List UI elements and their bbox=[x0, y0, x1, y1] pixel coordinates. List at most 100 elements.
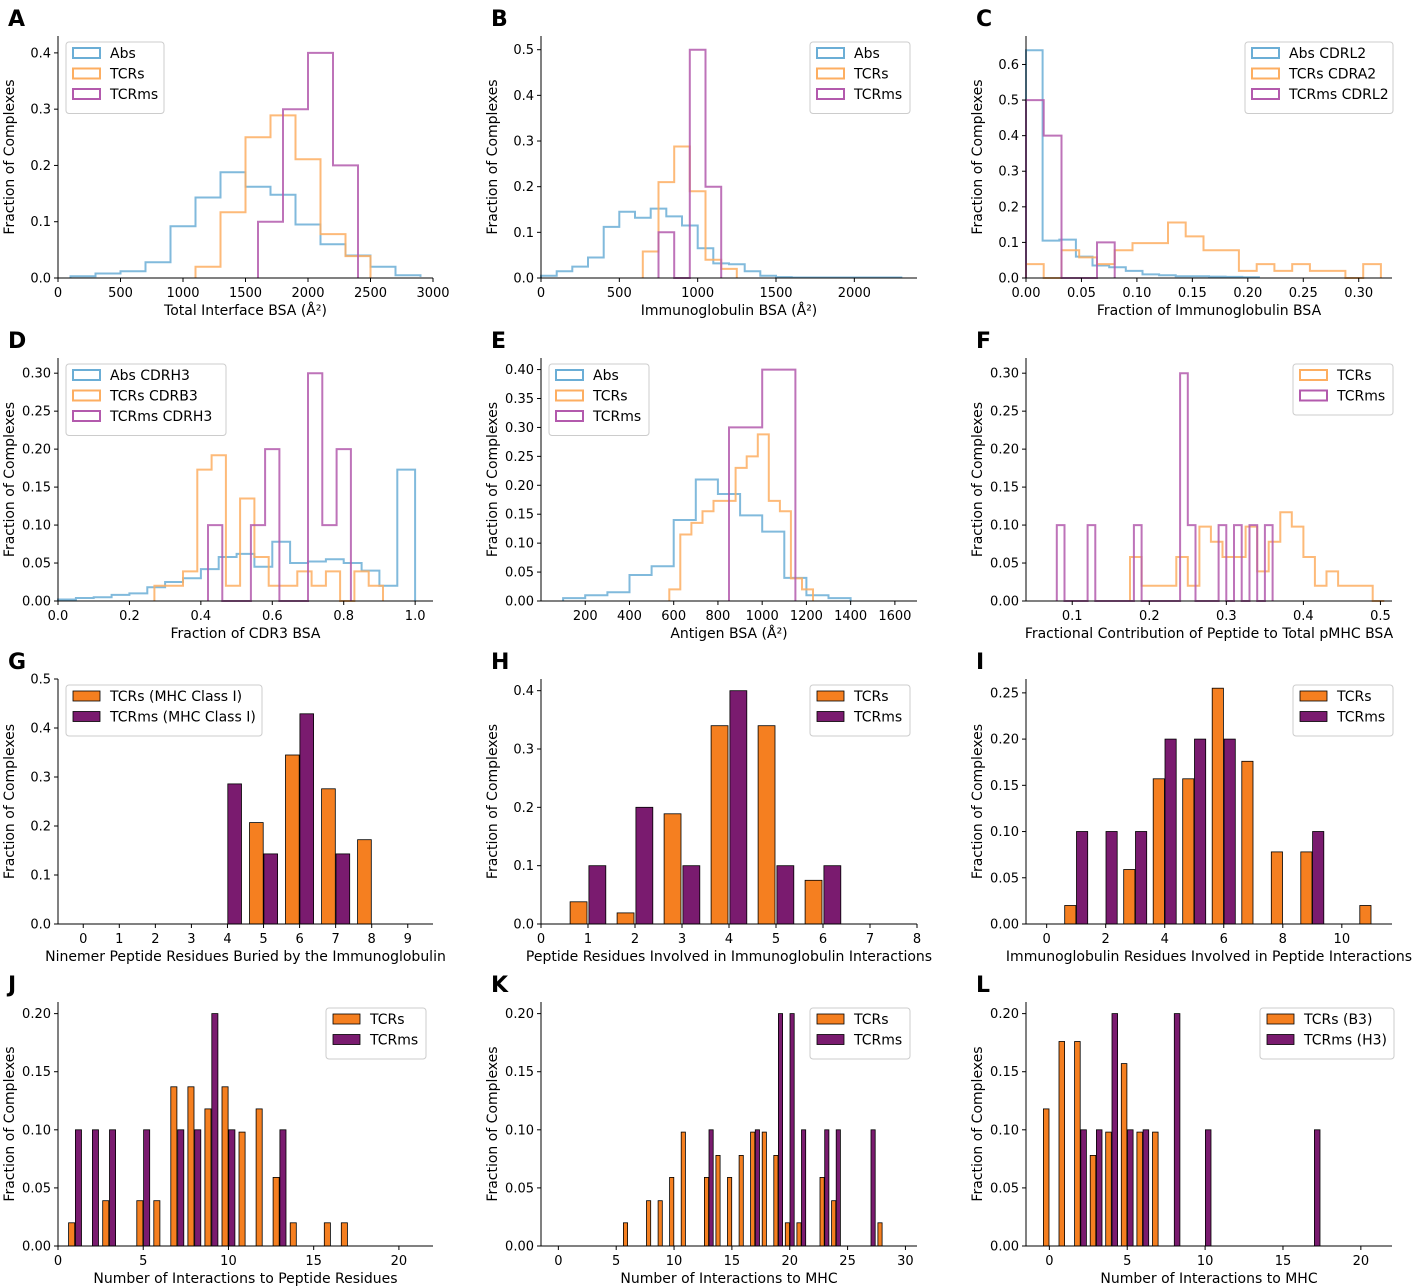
histogram-series-2 bbox=[257, 51, 359, 278]
y-tick-label: 0.25 bbox=[22, 405, 51, 420]
panel-j: J 0 5 10 15 20 0.00 0.05 0.10 0.15 0.20 Number of I… bbox=[2, 973, 433, 1286]
legend-label: TCRms CDRH3 bbox=[109, 409, 212, 425]
y-axis-label: Fraction of Complexes bbox=[2, 79, 18, 234]
legend-label: TCRs bbox=[369, 1012, 405, 1028]
x-tick-label: 10 bbox=[1197, 1254, 1214, 1269]
legend-label: TCRs bbox=[853, 689, 889, 705]
panel-letter: F bbox=[976, 329, 991, 354]
x-tick-label: 20 bbox=[1353, 1254, 1370, 1269]
y-tick-label: 0.3 bbox=[30, 771, 51, 786]
y-tick-label: 0.25 bbox=[505, 450, 534, 465]
bar bbox=[263, 853, 278, 925]
y-tick-label: 0.20 bbox=[22, 443, 51, 458]
bar bbox=[784, 1222, 790, 1247]
bar bbox=[616, 912, 635, 925]
x-tick-label: 8 bbox=[368, 932, 376, 947]
bar-series-0 bbox=[623, 1131, 883, 1247]
bar bbox=[1064, 905, 1077, 925]
y-tick-label: 0.05 bbox=[22, 1181, 51, 1196]
legend-swatch bbox=[555, 369, 584, 381]
y-tick-label: 0.4 bbox=[30, 722, 51, 737]
bar bbox=[92, 1129, 99, 1247]
bar bbox=[824, 1129, 830, 1247]
y-tick-label: 0.10 bbox=[990, 519, 1019, 534]
y-tick-label: 0.00 bbox=[990, 595, 1019, 610]
bar bbox=[1127, 1129, 1134, 1247]
x-axis-label: Peptide Residues Involved in Immunoglobu… bbox=[526, 949, 932, 965]
x-tick-label: 0.2 bbox=[119, 609, 140, 624]
y-tick-label: 0.00 bbox=[22, 1240, 51, 1255]
bar bbox=[1123, 869, 1136, 925]
x-tick-label: 4 bbox=[725, 932, 733, 947]
legend: TCRs (B3) TCRms (H3) bbox=[1259, 1007, 1395, 1060]
y-tick-label: 0.00 bbox=[505, 595, 534, 610]
y-axis-label: Fraction of Complexes bbox=[970, 79, 986, 234]
histogram-series-1 bbox=[1055, 372, 1274, 602]
x-tick-label: 0 bbox=[1045, 1254, 1053, 1269]
bar bbox=[1105, 1131, 1112, 1247]
legend-label: Abs bbox=[593, 368, 619, 384]
x-tick-label: 3 bbox=[187, 932, 195, 947]
panel-letter: A bbox=[8, 7, 25, 32]
bar bbox=[727, 1177, 733, 1247]
histogram-series-0 bbox=[57, 468, 417, 601]
y-tick-label: 0.1 bbox=[30, 869, 51, 884]
x-tick-label: 25 bbox=[839, 1254, 856, 1269]
legend-label: TCRms (H3) bbox=[1303, 1033, 1387, 1049]
bar bbox=[1135, 831, 1148, 925]
bar bbox=[1312, 831, 1325, 925]
bar bbox=[1211, 687, 1224, 925]
y-tick-label: 0.10 bbox=[22, 1123, 51, 1138]
x-tick-label: 4 bbox=[1161, 932, 1169, 947]
panel-f: F 0.1 0.2 0.3 0.4 0.5 0.00 0.05 0.10 0.15 0.20 0.25… bbox=[970, 329, 1394, 642]
x-tick-label: 0.00 bbox=[1012, 286, 1041, 301]
legend-label: TCRms bbox=[1336, 389, 1385, 405]
x-tick-label: 0.30 bbox=[1344, 286, 1373, 301]
legend-swatch bbox=[1299, 369, 1328, 381]
bar bbox=[321, 788, 336, 925]
panel-e: E 200 400 600 800 1000 1200 1400 1600 0.00 0.05 0.1… bbox=[485, 329, 917, 642]
bar bbox=[272, 1177, 280, 1247]
bar bbox=[1136, 1131, 1143, 1247]
legend-swatch bbox=[1299, 690, 1328, 702]
x-tick-label: 20 bbox=[781, 1254, 798, 1269]
bar bbox=[877, 1222, 883, 1247]
bar-series-0 bbox=[68, 1086, 348, 1247]
panel-letter: K bbox=[491, 973, 509, 998]
x-tick-label: 0 bbox=[554, 1254, 562, 1269]
panel-letter: I bbox=[976, 650, 984, 675]
y-tick-label: 0.1 bbox=[998, 236, 1019, 251]
x-tick-label: 0.0 bbox=[48, 609, 69, 624]
y-tick-label: 0.00 bbox=[22, 595, 51, 610]
bar bbox=[68, 1222, 76, 1247]
x-tick-label: 2500 bbox=[354, 286, 387, 301]
bar bbox=[1080, 1129, 1087, 1247]
y-tick-label: 0.20 bbox=[505, 1007, 534, 1022]
bar bbox=[635, 806, 654, 925]
y-tick-label: 0.2 bbox=[30, 820, 51, 835]
legend-swatch bbox=[1251, 67, 1280, 80]
bar bbox=[1105, 831, 1118, 925]
bar bbox=[669, 1177, 675, 1247]
panel-g: G 0 1 2 3 4 5 6 7 8 9 0.0 0.1 0.2 0.3 0.4 0.5 Ninemer Pep… bbox=[2, 650, 446, 965]
histogram-series-0 bbox=[540, 207, 903, 279]
bar bbox=[211, 1013, 219, 1247]
x-axis-label: Number of Interactions to MHC bbox=[620, 1271, 837, 1286]
x-tick-label: 0.05 bbox=[1067, 286, 1096, 301]
legend-swatch bbox=[72, 67, 101, 80]
x-tick-label: 5 bbox=[772, 932, 780, 947]
x-tick-label: 5 bbox=[612, 1254, 620, 1269]
bar bbox=[153, 1200, 161, 1247]
bar bbox=[227, 783, 242, 925]
bar bbox=[204, 1108, 212, 1247]
bar bbox=[170, 1086, 178, 1247]
x-tick-label: 0.4 bbox=[191, 609, 212, 624]
bar bbox=[704, 1177, 710, 1247]
legend: TCRs (MHC Class I) TCRms (MHC Class I) bbox=[65, 684, 263, 737]
bar bbox=[729, 690, 748, 925]
y-tick-label: 0.10 bbox=[990, 825, 1019, 840]
x-tick-label: 15 bbox=[724, 1254, 741, 1269]
y-tick-label: 0.2 bbox=[513, 801, 534, 816]
y-tick-label: 0.05 bbox=[505, 566, 534, 581]
x-tick-label: 500 bbox=[607, 286, 632, 301]
